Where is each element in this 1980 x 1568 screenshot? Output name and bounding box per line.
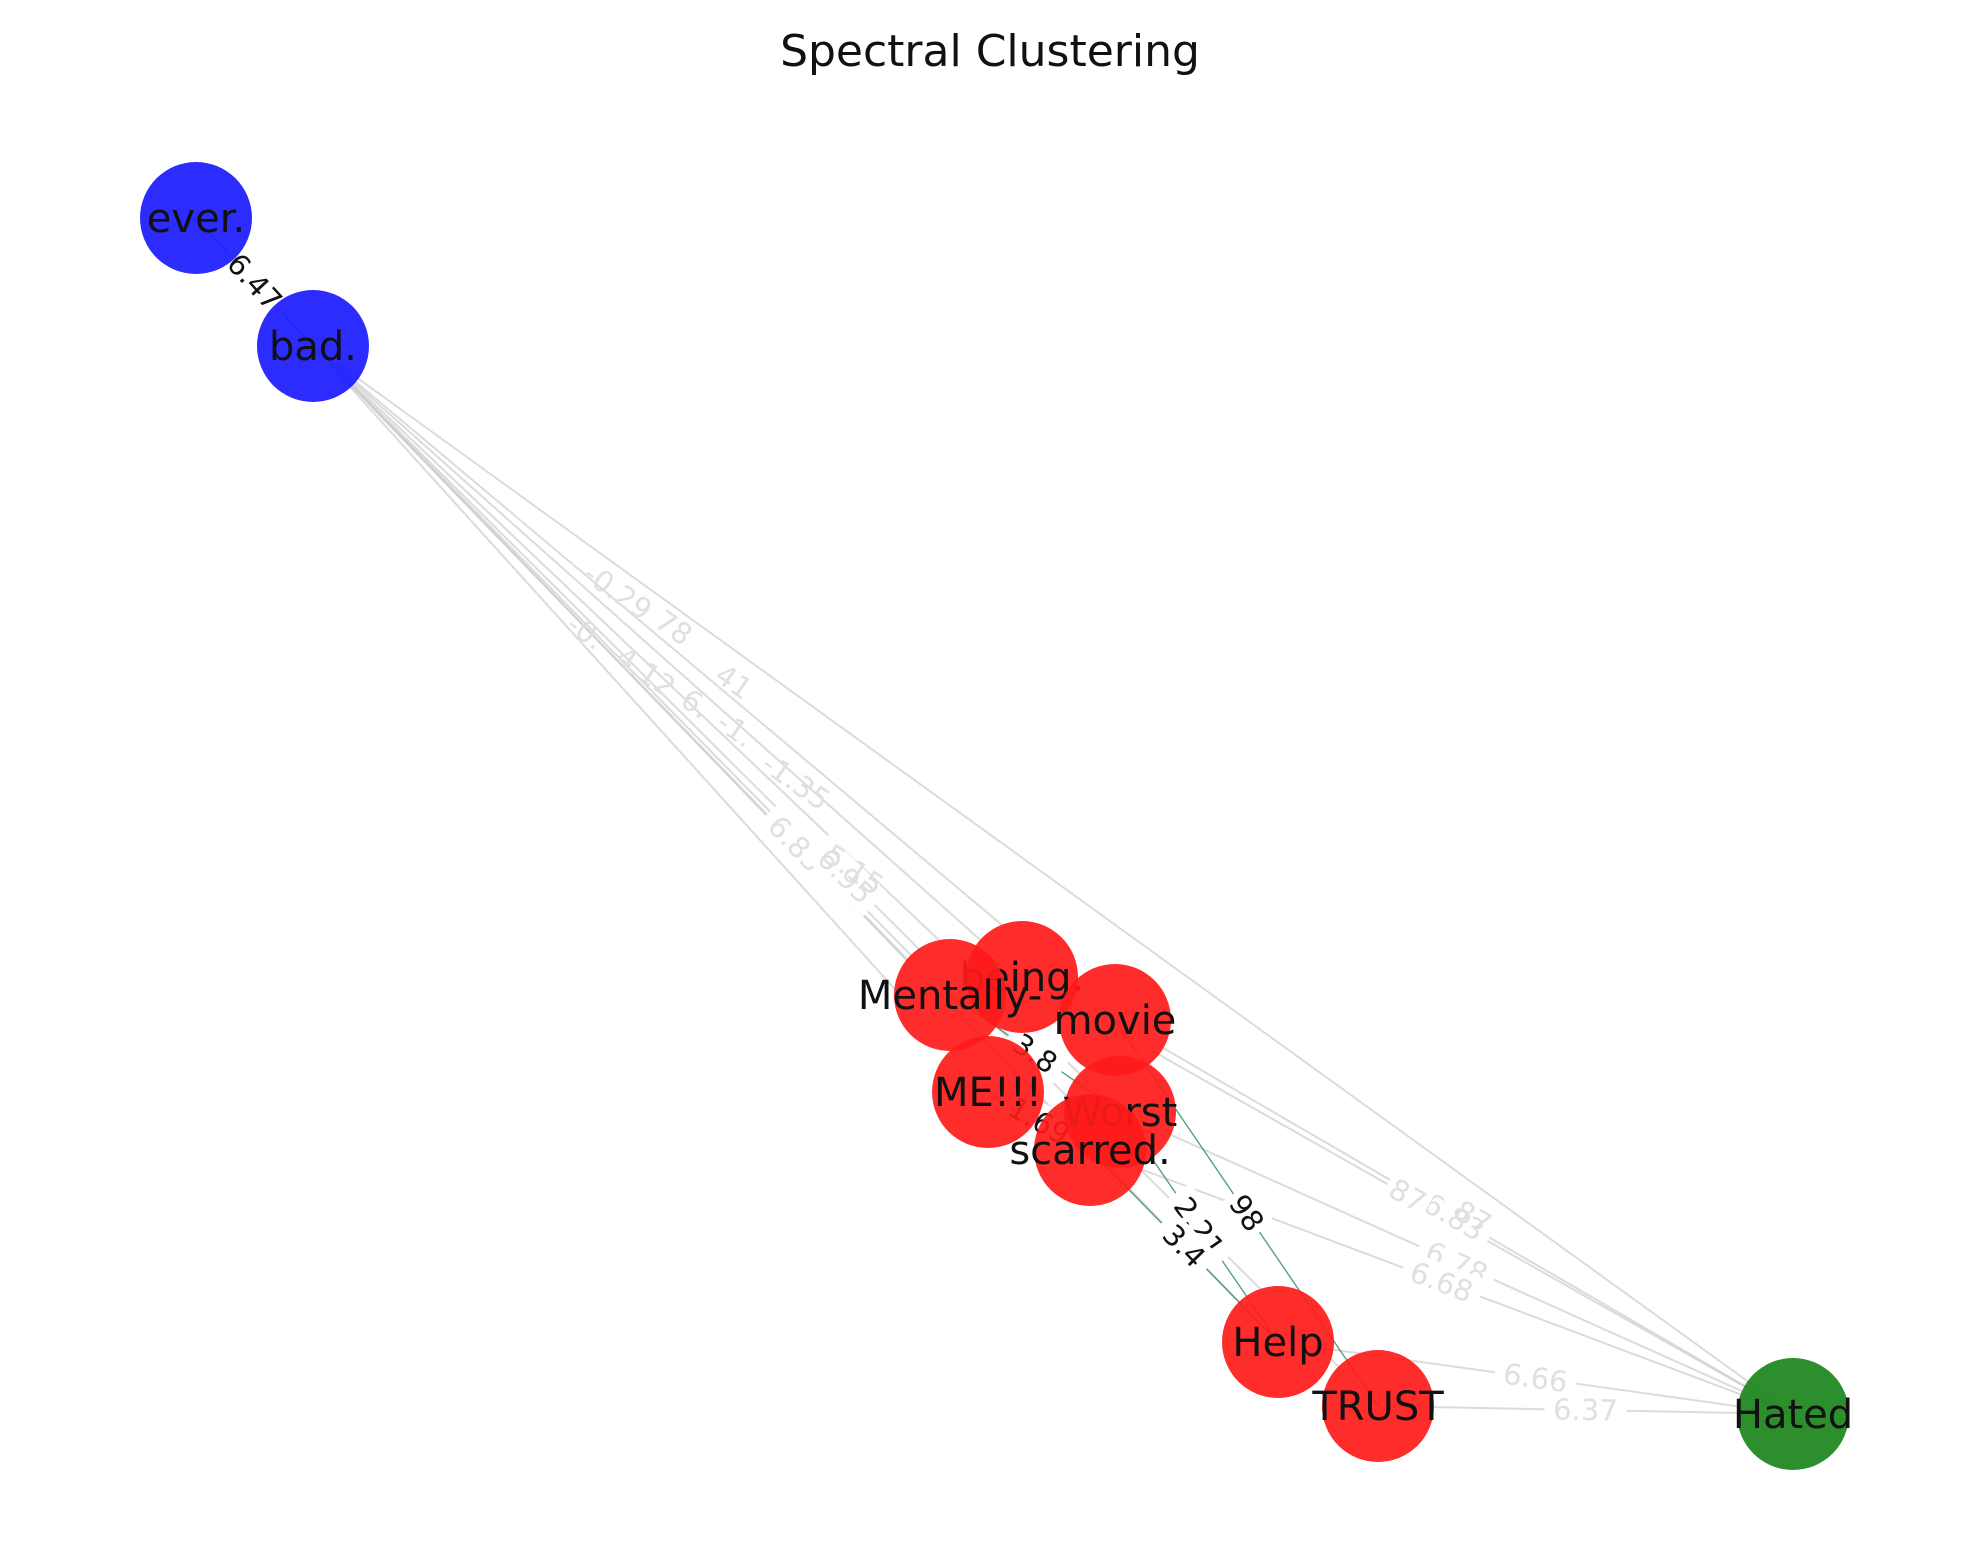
node-circle xyxy=(257,290,369,402)
edge-weight-fragment: -0. xyxy=(560,607,611,657)
edge-label-bg xyxy=(1379,1168,1437,1221)
edge-label-bg xyxy=(215,239,296,324)
edge-label-bg xyxy=(1220,1183,1275,1242)
edge-weight-fragment: 41 xyxy=(709,657,759,706)
edge-bad-hated xyxy=(312,345,1794,1415)
node-trust: TRUST xyxy=(1311,1350,1444,1462)
node-label: Help xyxy=(1232,1320,1323,1366)
edge-weight-fragment: 4.12 xyxy=(610,639,682,704)
edge-weight-fragment: -1. xyxy=(710,705,761,755)
node-circle xyxy=(932,1036,1044,1148)
node-mentally: Mentally- xyxy=(858,939,1042,1051)
node-help: Help xyxy=(1222,1286,1334,1398)
nodes-layer: ever.bad.being.Mentally-movieME!!!Worsts… xyxy=(140,162,1853,1470)
node-hated: Hated xyxy=(1733,1358,1853,1470)
edge-weight-fragment: 78 xyxy=(649,603,699,652)
edge-weight-fragment: 6. xyxy=(675,682,717,726)
node-label: ever. xyxy=(147,196,245,242)
edge-label-bg xyxy=(1492,1354,1579,1400)
node-scarred: scarred. xyxy=(1009,1094,1171,1206)
edge-label-bg xyxy=(1397,1250,1487,1312)
node-label: movie xyxy=(1054,998,1177,1044)
edge-bad-movie xyxy=(312,345,1116,1021)
edge-label-bg xyxy=(805,834,888,917)
node-circle xyxy=(894,939,1006,1051)
node-label: ME!!! xyxy=(934,1070,1042,1116)
edge-label-bg xyxy=(1150,1210,1220,1281)
node-bad: bad. xyxy=(257,290,369,402)
node-label: TRUST xyxy=(1311,1384,1444,1430)
node-label: scarred. xyxy=(1009,1128,1170,1174)
edge-bad-being xyxy=(312,345,1023,978)
edges-layer xyxy=(195,217,1794,1415)
edge-weight-fragment: -1.35 xyxy=(755,746,836,817)
edge-labels-layer: 6.476.836.956.836.786.686.666.37872.213.… xyxy=(215,239,1627,1428)
edge-label-bg xyxy=(999,1020,1072,1085)
edge-weight-label: 6.37 xyxy=(1553,1392,1618,1427)
edge-label-bg xyxy=(1162,1183,1238,1270)
node-ever: ever. xyxy=(140,162,252,274)
node-label: bad. xyxy=(269,324,357,370)
node-label: Mentally- xyxy=(858,973,1042,1019)
edge-weight-label: 98 xyxy=(1222,1188,1271,1238)
node-circle xyxy=(140,162,252,274)
node-circle xyxy=(1222,1286,1334,1398)
graph-title: Spectral Clustering xyxy=(780,26,1200,77)
edge-bad-me xyxy=(312,345,989,1093)
node-label: Hated xyxy=(1733,1392,1853,1438)
node-circle xyxy=(1737,1358,1849,1470)
node-circle xyxy=(1059,964,1171,1076)
node-circle xyxy=(1034,1094,1146,1206)
node-me: ME!!! xyxy=(932,1036,1044,1148)
edge-label-bg xyxy=(1544,1391,1627,1427)
node-circle xyxy=(1322,1350,1434,1462)
node-movie: movie xyxy=(1054,964,1177,1076)
edge-label-bg xyxy=(1410,1180,1499,1252)
